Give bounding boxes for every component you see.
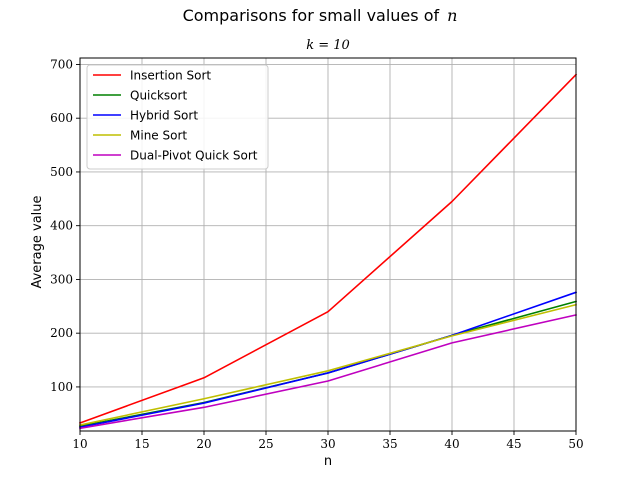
axis-ticks: 10 15 20 25 30 35 40 45 50 100 200 300 400 500 600 700 <box>50 57 584 451</box>
x-axis-label: n <box>324 454 332 469</box>
y-tick-label: 100 <box>50 380 73 394</box>
series-line-4 <box>79 303 577 427</box>
legend-items: Insertion Sort Quicksort Hybrid Sort Mine S… <box>93 69 258 163</box>
x-tick-label: 15 <box>134 437 149 451</box>
series-line-1 <box>78 73 578 424</box>
y-tick-label: 600 <box>50 111 73 125</box>
series-line-5 <box>79 313 577 430</box>
x-tick-label: 20 <box>196 437 211 451</box>
legend-box <box>86 64 269 170</box>
x-tick-label: 30 <box>320 437 335 451</box>
chart-title-math: n <box>447 6 457 25</box>
y-tick-label: 500 <box>50 165 73 179</box>
x-tick-label: 25 <box>258 437 273 451</box>
chart-title-text: Comparisons for small values of <box>183 6 440 25</box>
legend-label: Quicksort <box>130 89 187 103</box>
legend-label: Dual-Pivot Quick Sort <box>130 149 258 163</box>
series-lines <box>78 73 578 430</box>
series-line-3 <box>79 291 578 429</box>
y-tick-label: 700 <box>50 57 73 71</box>
y-tick-label: 300 <box>50 272 73 286</box>
legend-label: Insertion Sort <box>130 69 211 83</box>
legend-label: Hybrid Sort <box>130 109 198 123</box>
x-tick-label: 35 <box>382 437 397 451</box>
x-tick-label: 10 <box>72 437 87 451</box>
x-tick-label: 40 <box>444 437 459 451</box>
legend: Insertion Sort Quicksort Hybrid Sort Mine S… <box>86 64 269 170</box>
chart-title: Comparisons for small values of n <box>183 6 458 25</box>
y-axis-label: Average value <box>30 195 45 288</box>
legend-label: Mine Sort <box>130 129 187 143</box>
x-tick-label: 50 <box>568 437 583 451</box>
x-tick-label: 45 <box>506 437 521 451</box>
chart-subtitle: k = 10 <box>306 38 350 53</box>
y-tick-label: 200 <box>50 326 73 340</box>
y-tick-label: 400 <box>50 219 73 233</box>
